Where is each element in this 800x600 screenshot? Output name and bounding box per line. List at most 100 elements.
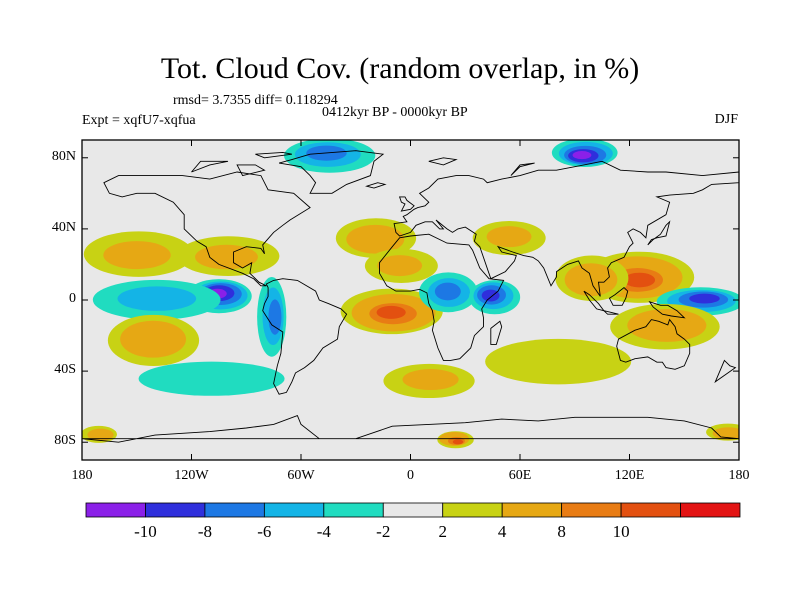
anomaly-region	[551, 140, 618, 167]
coastline	[608, 287, 629, 306]
contour-level	[138, 361, 285, 396]
y-tick-label: 40S	[54, 362, 76, 378]
figure-title: Tot. Cloud Cov. (random overlap, in %)	[160, 52, 640, 85]
x-tick-label: 120E	[614, 468, 645, 483]
anomaly-region	[335, 218, 417, 259]
anomaly-region	[469, 280, 521, 315]
anomaly-region	[83, 231, 194, 277]
colorbar-swatch	[620, 502, 681, 518]
colorbar-label: -4	[316, 522, 331, 541]
y-tick-label: 80S	[54, 433, 76, 449]
coastline	[510, 162, 535, 176]
x-tick-label: 180	[71, 468, 93, 483]
anomaly-contour-layer	[82, 140, 739, 449]
anomaly-region	[383, 363, 475, 399]
anomaly-region	[437, 431, 474, 449]
contour-level	[572, 151, 592, 160]
anomaly-region	[706, 423, 739, 441]
season-label: DJF	[714, 112, 738, 127]
colorbar-swatch	[442, 502, 503, 518]
axis-ticks	[81, 140, 740, 460]
contour-level	[93, 430, 111, 438]
y-tick-label: 40N	[51, 219, 76, 235]
colorbar-swatch	[323, 502, 384, 518]
coastline	[602, 309, 619, 315]
coastline	[648, 300, 686, 319]
anomaly-region	[138, 361, 285, 396]
colorbar-label: -2	[376, 522, 391, 541]
contour-level	[377, 255, 423, 277]
coastline	[103, 171, 311, 287]
coastline	[647, 220, 671, 246]
contour-level	[402, 369, 459, 391]
anomaly-region	[555, 255, 629, 302]
colorbar-label: 2	[438, 522, 447, 541]
anomaly-region	[340, 288, 443, 335]
contour-level	[575, 270, 609, 291]
contour-level	[376, 305, 406, 319]
map-plot-area	[81, 139, 740, 461]
contour-level	[355, 230, 392, 248]
anomaly-region	[472, 220, 546, 256]
anomaly-region	[107, 314, 200, 367]
anomaly-region	[284, 140, 376, 173]
coastline	[278, 150, 385, 194]
anomaly-region	[364, 248, 438, 283]
y-tick-label: 0	[69, 291, 76, 306]
anomaly-region	[92, 279, 221, 320]
x-tick-label: 0	[407, 468, 414, 483]
x-tick-label: 120W	[174, 468, 209, 483]
colorbar-swatch	[263, 502, 325, 518]
contour-level	[485, 338, 632, 385]
colorbar-swatch	[382, 502, 444, 518]
contour-level	[486, 226, 532, 248]
contour-level	[623, 272, 656, 288]
anomaly-region	[485, 338, 632, 385]
x-tick-label: 60E	[508, 468, 532, 483]
anomaly-region	[257, 277, 287, 357]
contour-level	[434, 282, 461, 301]
colorbar	[85, 502, 741, 518]
anomaly-region	[656, 287, 739, 316]
contour-level	[134, 326, 175, 350]
colorbar-swatch	[85, 502, 146, 518]
coastline	[262, 278, 348, 395]
experiment-label: Expt = xqfU7-xqfua	[82, 113, 196, 128]
coastline-layer	[82, 150, 739, 443]
anomaly-region	[419, 272, 478, 313]
colorbar-swatch	[680, 502, 741, 518]
colorbar-label: -6	[257, 522, 272, 541]
contour-level	[481, 289, 500, 302]
y-tick-label: 80N	[51, 148, 76, 164]
colorbar-swatch	[561, 502, 622, 518]
contour-level	[720, 430, 739, 439]
contour-level	[452, 439, 464, 445]
contour-level	[117, 286, 197, 311]
coastline	[82, 415, 739, 443]
colorbar-label: 4	[497, 522, 507, 541]
coastline	[490, 320, 503, 345]
contour-level	[268, 299, 282, 335]
coastline	[379, 233, 505, 361]
coastline	[191, 160, 229, 173]
coastline	[365, 182, 387, 189]
stats-text: rmsd= 3.7355 diff= 0.118294	[173, 93, 338, 108]
colorbar-label: 10	[612, 522, 630, 541]
coastline	[236, 164, 266, 177]
anomaly-region	[610, 303, 720, 350]
colorbar-swatch	[501, 502, 563, 518]
coastline	[616, 318, 691, 370]
coastline	[428, 157, 458, 166]
colorbar-swatch	[145, 502, 206, 518]
colorbar-swatch	[204, 502, 265, 518]
x-tick-label: 180	[728, 468, 750, 483]
coastline	[714, 359, 737, 384]
contour-level	[195, 244, 258, 270]
coastline	[398, 196, 415, 212]
colorbar-label: 8	[557, 522, 566, 541]
contour-level	[689, 293, 720, 304]
contour-level	[103, 241, 171, 270]
period-label: 0412kyr BP - 0000kyr BP	[322, 105, 468, 120]
anomaly-region	[177, 236, 280, 277]
